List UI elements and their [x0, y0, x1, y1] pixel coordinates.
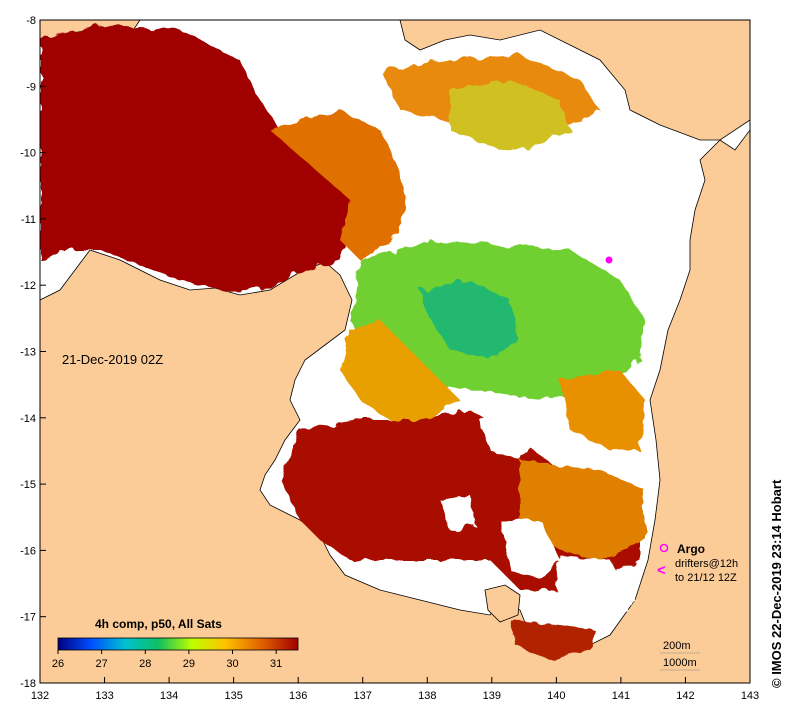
lon-tick-label: 139	[483, 690, 501, 702]
argo-legend: Argo < drifters@12h to 21/12 12Z	[657, 542, 738, 584]
lat-tick-label: -10	[20, 148, 36, 160]
lat-tick-label: -17	[20, 612, 36, 624]
lon-tick-label: 136	[289, 690, 307, 702]
sst-orange-north	[270, 110, 410, 260]
sst-red-bottom	[510, 620, 595, 660]
sst-orange-southeast	[520, 460, 645, 560]
argo-float-marker	[605, 256, 613, 264]
lat-tick-label: -14	[20, 413, 36, 425]
lon-tick-label: 132	[31, 690, 49, 702]
lat-tick-label: -8	[26, 15, 36, 27]
colorbar-ticks: 26 27 28 29 30 31	[52, 650, 282, 670]
colorbar-tick-label: 27	[96, 658, 108, 670]
drifters-label-line2: to 21/12 12Z	[675, 572, 737, 584]
latitude-axis: -8 -9 -10 -11 -12 -13 -14 -15 -16 -17 -18	[20, 15, 46, 690]
land-cape-york	[399, 20, 750, 141]
colorbar-tick-label: 28	[139, 658, 151, 670]
isobath-1000m-label: 1000m	[663, 657, 697, 669]
colorbar-tick-label: 26	[52, 658, 64, 670]
argo-marker-icon	[659, 543, 669, 553]
lat-tick-label: -13	[20, 347, 36, 359]
lon-tick-label: 140	[547, 690, 565, 702]
lat-tick-label: -18	[20, 678, 36, 690]
lat-tick-label: -11	[21, 214, 36, 226]
sst-teal-center	[420, 280, 520, 360]
lat-tick-label: -16	[20, 545, 36, 557]
lon-tick-label: 142	[676, 690, 694, 702]
no-data-gaps	[180, 20, 660, 630]
lon-tick-label: 133	[95, 690, 113, 702]
sst-orange-east	[560, 370, 645, 450]
lon-tick-label: 134	[160, 690, 178, 702]
sst-orange-center	[340, 320, 460, 420]
sst-yellow-gulf-north	[450, 80, 570, 150]
argo-label: Argo	[677, 542, 705, 556]
colorbar: 4h comp, p50, All Sats 26 27 28 29 30 31	[52, 617, 299, 670]
drifters-label-line1: drifters@12h	[675, 558, 738, 570]
colorbar-tick-label: 29	[183, 658, 195, 670]
lon-tick-label: 137	[354, 690, 372, 702]
lat-tick-label: -9	[26, 81, 36, 93]
lon-tick-label: 135	[224, 690, 242, 702]
colorbar-title: 4h comp, p50, All Sats	[95, 617, 222, 631]
isobath-legend: 200m 1000m	[660, 640, 700, 671]
lat-tick-label: -12	[20, 280, 36, 292]
lon-tick-label: 143	[741, 690, 759, 702]
sst-dark-red-northwest	[40, 25, 360, 290]
land-groote-island	[484, 584, 521, 623]
date-label: 21-Dec-2019 02Z	[62, 352, 163, 367]
lon-tick-label: 138	[418, 690, 436, 702]
isobath-200m-label: 200m	[663, 640, 691, 652]
longitude-axis: 132 133 134 135 136 137 138 139 140 141 142 143	[31, 677, 759, 702]
colorbar-gradient	[57, 637, 299, 651]
lat-tick-label: -15	[20, 479, 36, 491]
lon-tick-label: 141	[612, 690, 630, 702]
drifters-marker-icon: <	[657, 562, 666, 579]
colorbar-tick-label: 30	[226, 658, 238, 670]
colorbar-tick-label: 31	[270, 658, 282, 670]
copyright-label: © IMOS 22-Dec-2019 23:14 Hobart	[769, 479, 784, 688]
